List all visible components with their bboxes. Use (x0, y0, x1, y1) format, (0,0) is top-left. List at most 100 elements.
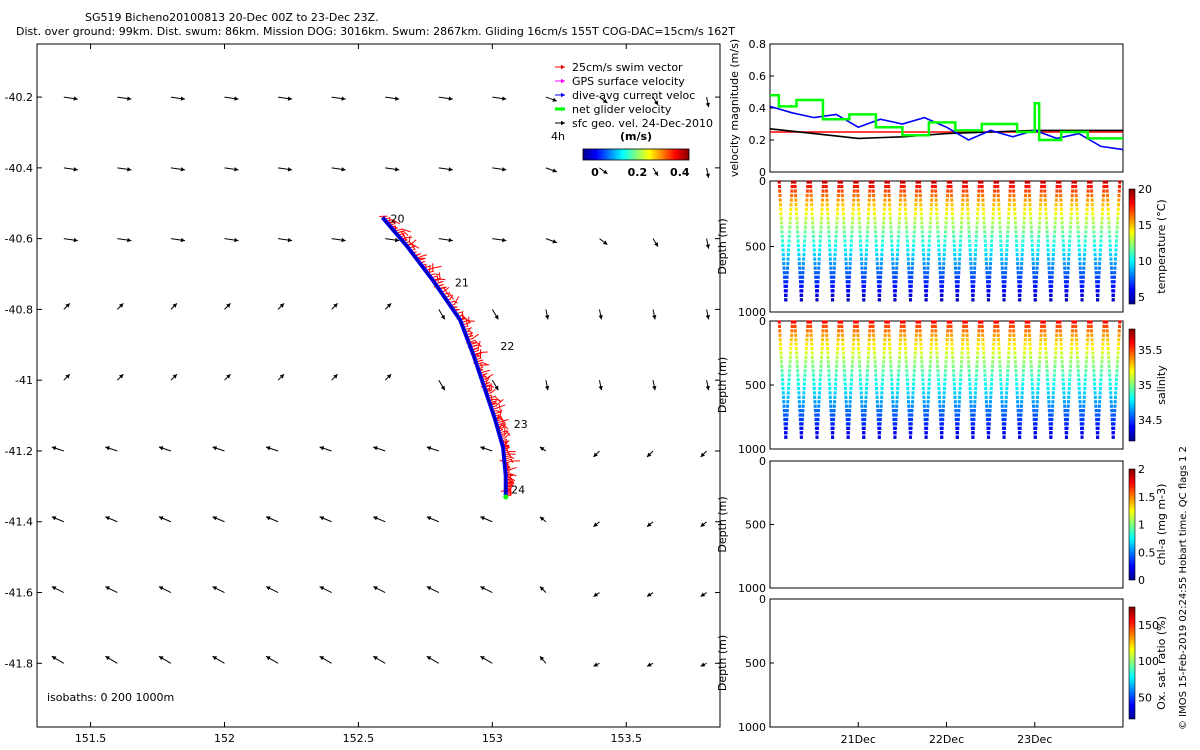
swim-vector (508, 478, 513, 485)
geo-arrow-head (333, 374, 338, 379)
swim-vector (433, 273, 440, 276)
geo-arrow-head (539, 516, 545, 521)
geo-arrow-head (51, 446, 57, 451)
colorbar-label: (m/s) (620, 130, 652, 143)
geo-arrow-head (234, 96, 239, 101)
day-label: 24 (511, 483, 525, 496)
geo-arrow-head (158, 586, 164, 591)
geo-arrow-head (652, 385, 657, 391)
sal-y-tick-label: 500 (745, 379, 766, 392)
swim-vector (453, 296, 460, 305)
temp-y-tick-label: 500 (745, 241, 766, 254)
geo-arrow-head (394, 96, 400, 101)
geo-arrow-head (105, 586, 110, 591)
colorbar-tick-label: 0.2 (628, 166, 648, 179)
swim-vector (449, 294, 454, 300)
map-x-tick-label: 151.5 (75, 732, 107, 745)
geo-arrow-head (341, 167, 346, 172)
geo-arrow-head (386, 303, 392, 308)
day-label: 21 (455, 276, 469, 289)
geo-arrow-head (266, 656, 271, 661)
map-y-tick-label: -41.6 (5, 587, 33, 600)
geo-arrow-head (319, 586, 325, 591)
swim-vector (494, 395, 501, 403)
map-y-tick-label: -40.4 (5, 162, 33, 175)
geo-arrow-head (394, 237, 400, 243)
temp-colorbar-tick-label: 10 (1138, 255, 1152, 268)
geo-arrow-head (279, 374, 285, 379)
sal-ylabel: Depth (m) (716, 357, 729, 413)
chl-colorbar-tick-label: 0 (1138, 574, 1145, 587)
oxy-colorbar (1128, 606, 1136, 720)
map-y-tick-label: -40.8 (5, 303, 33, 316)
geo-arrow-head (598, 385, 603, 391)
geo-arrow-head (539, 586, 545, 591)
geo-arrow-head (700, 522, 706, 527)
geo-arrow-head (647, 522, 652, 527)
oxy-colorbar-tick-label: 150 (1138, 619, 1159, 632)
swim-vector (481, 362, 488, 366)
swim-vector (477, 341, 481, 351)
velocity-y-tick-label: 0.2 (749, 134, 767, 147)
dac-track-core (382, 217, 507, 497)
chla-plot: 0 500 1000 Depth (m) 0 0.5 1 1.5 2 chl-a (mg m-3) (716, 455, 1168, 595)
temp-colorbar-tick-label: 15 (1138, 219, 1152, 232)
geo-arrow-head (234, 237, 239, 243)
geo-arrow-head (373, 516, 378, 521)
temp-colorbar-tick-label: 20 (1138, 183, 1152, 196)
map-colorbar (582, 148, 690, 161)
legend-swatch-head (561, 92, 565, 98)
swim-vector (510, 478, 514, 483)
geo-arrow-head (373, 446, 378, 451)
chl-colorbar-tick-label: 2 (1138, 463, 1145, 476)
geo-arrow-head (180, 96, 185, 101)
geo-arrow-head (593, 662, 599, 667)
geo-arrow-head (647, 452, 652, 457)
legend-swatch-head (561, 120, 565, 126)
geo-arrow-head (212, 586, 218, 591)
oxy-colorbar-tick-label: 50 (1138, 691, 1152, 704)
swim-vector (483, 369, 491, 373)
swim-vector (509, 476, 516, 482)
swim-vector (431, 265, 442, 269)
geo-arrow-head (172, 374, 177, 379)
geo-arrow-head (480, 586, 485, 591)
geo-arrow-head (127, 167, 132, 172)
swim-vector (443, 287, 450, 297)
geo-arrow-head (319, 656, 325, 661)
swim-vector (472, 333, 480, 339)
swim-vector (474, 339, 482, 348)
geo-arrow-head (373, 586, 378, 591)
geo-arrow-head (593, 522, 598, 527)
swim-vector (486, 375, 491, 381)
geo-arrow-head (287, 167, 293, 172)
legend-swatch-head (561, 78, 565, 84)
x-tick-label: 23Dec (1017, 733, 1052, 746)
geo-arrow-head (654, 242, 659, 247)
velocity-ylabel: velocity magnitude (m/s) (728, 39, 741, 177)
geo-arrow-head (105, 656, 110, 661)
velocity-y-tick-label: 0.6 (749, 70, 767, 83)
sal-y-tick-label: 0 (759, 315, 766, 328)
chl-colorbar-tick-label: 1.5 (1138, 491, 1156, 504)
geo-arrow-head (544, 315, 550, 320)
swim-vector (479, 362, 483, 368)
temp-colorbar-label: temperature (°C) (1155, 199, 1168, 293)
swim-vector (500, 419, 509, 422)
geo-arrow-head (502, 96, 507, 101)
x-tick-label: 22Dec (929, 733, 964, 746)
geo-arrow-head (118, 374, 124, 379)
swim-vector (497, 416, 502, 420)
geo-arrow-head (502, 167, 507, 172)
sal-colorbar-label: salinity (1155, 365, 1168, 405)
geo-arrow-head (105, 516, 110, 521)
swim-vector (486, 373, 494, 379)
geo-arrow-head (226, 374, 231, 379)
glider-track (379, 215, 520, 500)
geo-arrow-head (212, 656, 218, 661)
swim-vector (498, 404, 501, 412)
geo-arrow-head (448, 96, 453, 101)
day-label: 22 (500, 340, 514, 353)
